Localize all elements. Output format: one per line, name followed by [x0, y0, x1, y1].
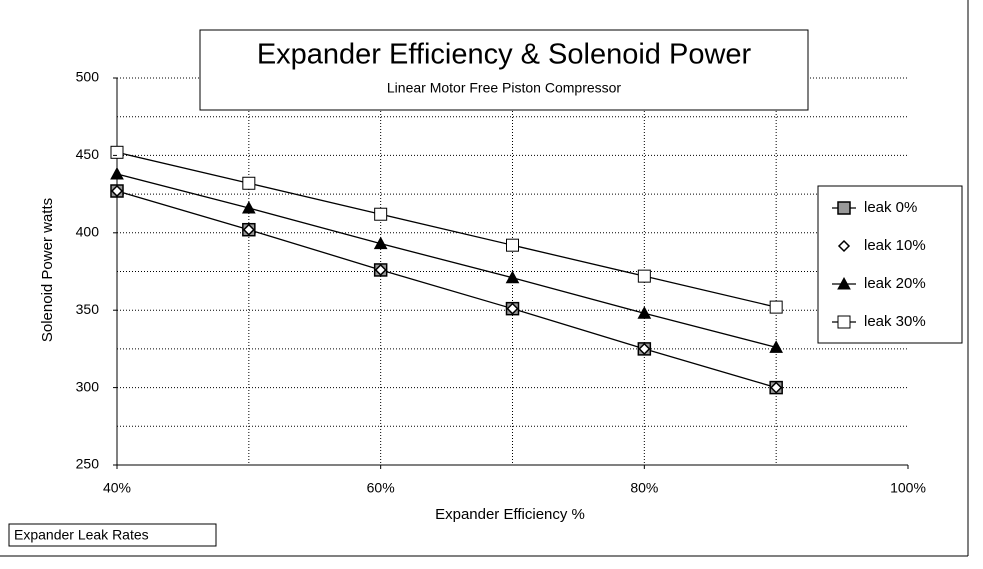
x-axis-label: Expander Efficiency % — [435, 506, 585, 523]
y-tick-label: 400 — [76, 224, 100, 240]
legend-marker — [837, 315, 851, 329]
title-box — [199, 29, 809, 111]
marker — [242, 223, 255, 236]
legend-marker — [837, 201, 851, 215]
x-tick-label: 100% — [890, 480, 926, 496]
marker — [637, 306, 652, 319]
x-tick-label: 60% — [367, 480, 395, 496]
marker — [374, 263, 387, 277]
marker — [110, 166, 124, 180]
chart-subtitle: Linear Motor Free Piston Compressor — [387, 80, 622, 96]
x-tick-label: 40% — [103, 480, 131, 496]
marker — [769, 300, 783, 314]
marker — [505, 270, 520, 284]
annotation-box — [8, 523, 217, 547]
marker — [241, 200, 256, 214]
marker — [110, 145, 124, 159]
y-tick-label: 450 — [76, 146, 100, 162]
legend-marker — [837, 239, 851, 253]
marker — [506, 302, 519, 315]
legend-label: leak 0% — [864, 199, 917, 216]
series-line — [116, 190, 777, 389]
y-tick-label: 350 — [76, 301, 100, 317]
x-tick-label: 80% — [630, 480, 658, 496]
chart-title: Expander Efficiency & Solenoid Power — [257, 39, 752, 71]
marker — [769, 340, 784, 353]
y-tick-label: 300 — [76, 378, 100, 394]
marker — [638, 342, 651, 355]
annotation: Expander Leak Rates — [14, 527, 149, 543]
series-line — [116, 151, 777, 308]
y-axis-label: Solenoid Power watts — [39, 198, 56, 342]
marker — [374, 207, 388, 221]
y-tick-label: 500 — [76, 69, 100, 85]
legend-label: leak 10% — [864, 237, 926, 254]
marker — [242, 176, 256, 190]
marker — [637, 269, 651, 283]
plot-area — [110, 77, 908, 466]
marker — [110, 184, 124, 198]
series-line — [116, 173, 777, 348]
marker — [506, 238, 519, 252]
legend-label: leak 20% — [864, 275, 926, 292]
marker — [373, 236, 388, 250]
y-tick-label: 250 — [76, 456, 100, 472]
legend-marker — [837, 276, 851, 290]
legend-label: leak 30% — [864, 313, 926, 330]
marker — [770, 381, 783, 394]
